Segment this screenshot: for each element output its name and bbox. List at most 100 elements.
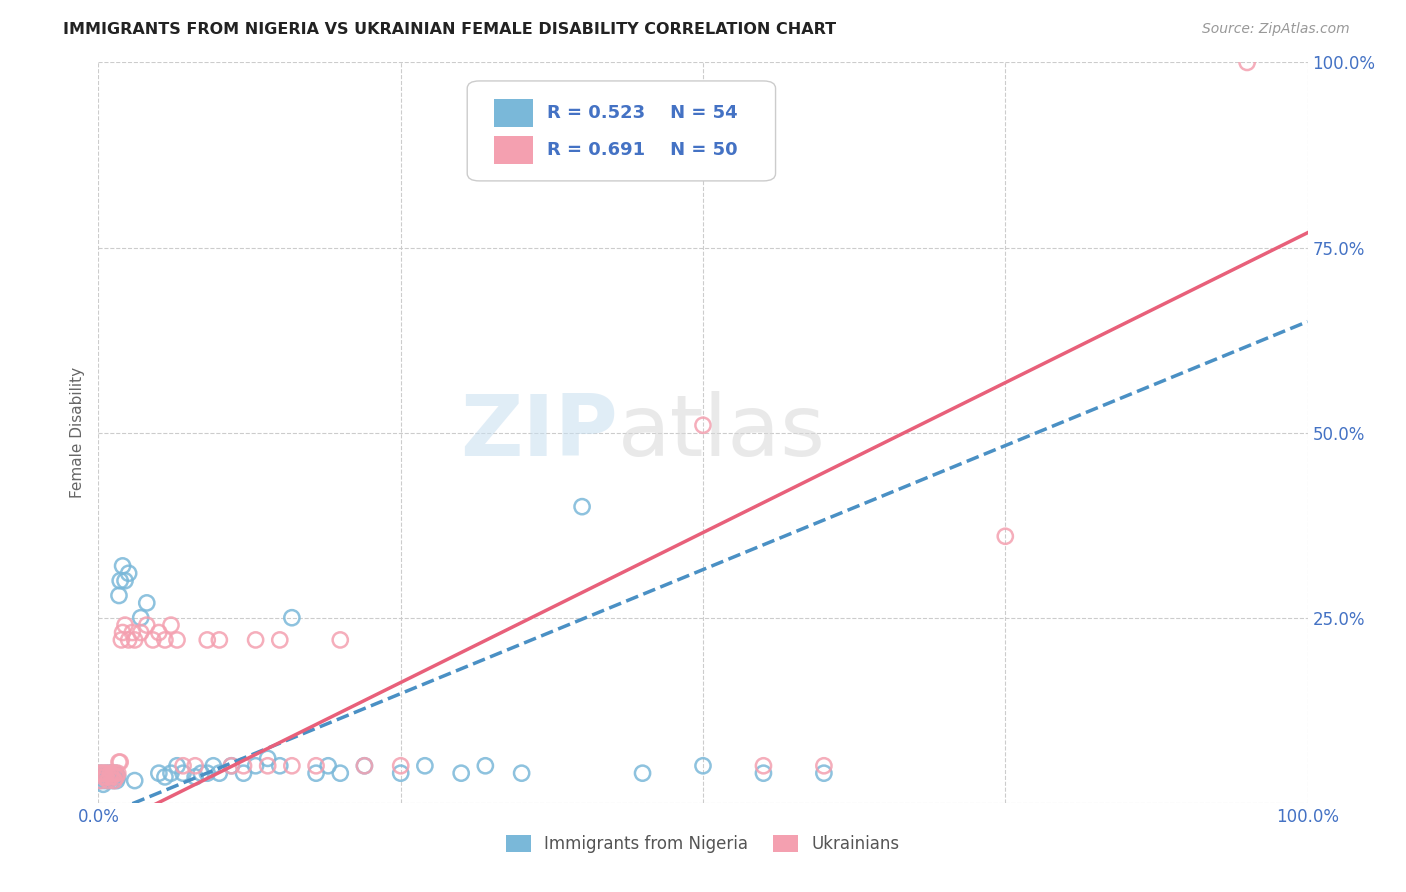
Legend: Immigrants from Nigeria, Ukrainians: Immigrants from Nigeria, Ukrainians [498, 826, 908, 861]
Point [105, 770, 128, 784]
Point [90, 773, 112, 788]
Point [89, 773, 111, 788]
Point [281, 610, 304, 624]
Point [91, 770, 114, 784]
Point [91, 770, 114, 784]
Point [153, 770, 176, 784]
Point [245, 758, 267, 772]
Point [98, 766, 121, 780]
Point [190, 766, 212, 780]
Point [172, 758, 194, 772]
Point [510, 766, 533, 780]
Point [184, 758, 207, 772]
Point [353, 758, 375, 772]
Point [90, 766, 112, 780]
Text: IMMIGRANTS FROM NIGERIA VS UKRAINIAN FEMALE DISABILITY CORRELATION CHART: IMMIGRANTS FROM NIGERIA VS UKRAINIAN FEM… [63, 22, 837, 37]
Point [91, 766, 114, 780]
Point [389, 758, 412, 772]
Point [96, 766, 118, 780]
Point [281, 758, 304, 772]
Point [107, 766, 129, 780]
Point [135, 618, 157, 632]
Point [129, 610, 152, 624]
Point [148, 625, 170, 640]
FancyBboxPatch shape [494, 99, 533, 127]
Point [245, 632, 267, 647]
Point [100, 766, 122, 780]
Point [129, 625, 152, 640]
Point [148, 766, 170, 780]
Point [692, 758, 714, 772]
Point [118, 632, 141, 647]
Point [114, 574, 136, 588]
Point [93, 766, 115, 780]
Point [450, 766, 472, 780]
Point [316, 758, 339, 772]
Point [752, 766, 775, 780]
Point [195, 766, 218, 780]
Point [813, 758, 835, 772]
Point [97, 773, 120, 788]
Point [108, 755, 131, 769]
Point [232, 766, 254, 780]
Point [118, 566, 141, 581]
Point [108, 589, 131, 603]
Point [89, 766, 111, 780]
Point [100, 770, 122, 784]
Point [135, 596, 157, 610]
Point [110, 632, 132, 647]
Point [221, 758, 243, 772]
Point [202, 758, 225, 772]
Point [105, 773, 128, 788]
Point [994, 529, 1017, 543]
Point [91, 777, 114, 791]
Point [121, 625, 143, 640]
Point [389, 766, 412, 780]
Point [232, 758, 254, 772]
FancyBboxPatch shape [494, 136, 533, 164]
Point [305, 766, 328, 780]
Point [329, 766, 352, 780]
Point [160, 766, 183, 780]
Point [124, 773, 146, 788]
Point [752, 758, 775, 772]
Point [474, 758, 496, 772]
Point [103, 773, 125, 788]
Point [166, 632, 188, 647]
Point [208, 766, 231, 780]
Point [813, 766, 835, 780]
Point [93, 773, 115, 788]
Point [100, 770, 122, 784]
Point [114, 618, 136, 632]
Point [221, 758, 243, 772]
Point [305, 758, 328, 772]
Text: atlas: atlas [619, 391, 827, 475]
Point [94, 770, 117, 784]
Point [111, 625, 134, 640]
Point [124, 632, 146, 647]
Point [108, 755, 131, 769]
Point [1236, 55, 1258, 70]
Point [104, 766, 127, 780]
Point [107, 770, 129, 784]
Point [256, 758, 278, 772]
Point [103, 770, 125, 784]
Point [100, 766, 122, 780]
Point [96, 770, 118, 784]
Point [108, 574, 131, 588]
Point [97, 773, 120, 788]
Point [153, 632, 176, 647]
Point [101, 766, 124, 780]
Point [195, 632, 218, 647]
Text: Source: ZipAtlas.com: Source: ZipAtlas.com [1202, 22, 1350, 37]
Point [269, 758, 291, 772]
Point [329, 632, 352, 647]
Point [142, 632, 165, 647]
Text: R = 0.523    N = 54: R = 0.523 N = 54 [547, 103, 738, 122]
Point [571, 500, 593, 514]
Point [166, 758, 188, 772]
Point [104, 766, 127, 780]
Point [413, 758, 436, 772]
Point [208, 632, 231, 647]
Y-axis label: Female Disability: Female Disability [69, 367, 84, 499]
